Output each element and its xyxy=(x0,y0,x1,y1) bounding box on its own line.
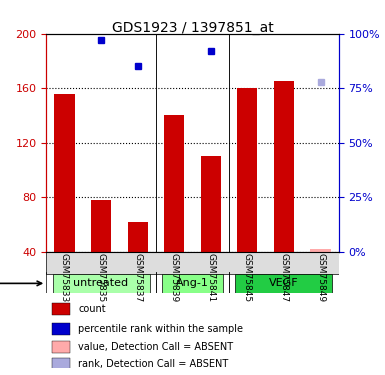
Text: agent: agent xyxy=(0,278,42,288)
Bar xyxy=(164,116,184,252)
Bar xyxy=(127,222,148,252)
FancyBboxPatch shape xyxy=(53,274,149,292)
Bar xyxy=(52,340,70,352)
Text: GSM75849: GSM75849 xyxy=(316,253,325,302)
Bar xyxy=(310,249,331,252)
Text: GSM75841: GSM75841 xyxy=(206,253,215,302)
Bar xyxy=(201,156,221,252)
Bar xyxy=(274,81,294,252)
FancyBboxPatch shape xyxy=(236,274,332,292)
Text: rank, Detection Call = ABSENT: rank, Detection Call = ABSENT xyxy=(79,359,229,369)
Bar xyxy=(91,200,111,252)
Bar xyxy=(52,303,70,315)
Text: GSM75839: GSM75839 xyxy=(170,253,179,302)
Text: Ang-1: Ang-1 xyxy=(176,278,209,288)
Text: GSM75847: GSM75847 xyxy=(280,253,288,302)
Text: value, Detection Call = ABSENT: value, Detection Call = ABSENT xyxy=(79,342,234,351)
Text: GSM75835: GSM75835 xyxy=(97,253,105,302)
Text: GSM75833: GSM75833 xyxy=(60,253,69,302)
Bar xyxy=(52,358,70,370)
Text: untreated: untreated xyxy=(74,278,129,288)
Bar xyxy=(54,94,75,252)
Text: GSM75837: GSM75837 xyxy=(133,253,142,302)
Text: VEGF: VEGF xyxy=(269,278,299,288)
FancyBboxPatch shape xyxy=(46,252,339,274)
Text: count: count xyxy=(79,304,106,314)
Bar xyxy=(237,88,258,252)
FancyBboxPatch shape xyxy=(162,274,223,292)
Text: percentile rank within the sample: percentile rank within the sample xyxy=(79,324,243,333)
Text: GDS1923 / 1397851_at: GDS1923 / 1397851_at xyxy=(112,21,273,34)
Text: GSM75845: GSM75845 xyxy=(243,253,252,302)
Bar xyxy=(52,322,70,334)
